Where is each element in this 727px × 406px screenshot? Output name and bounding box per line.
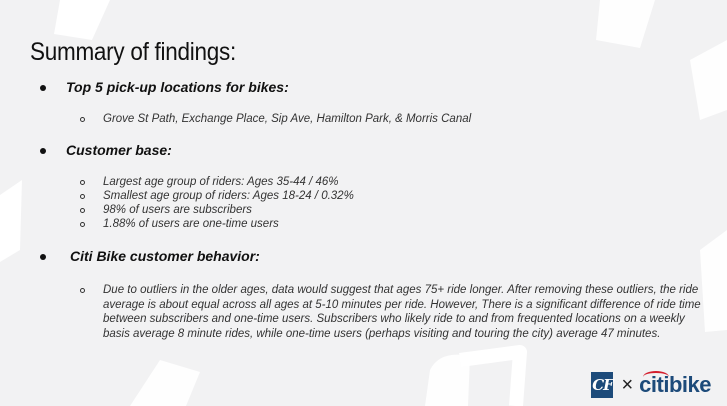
- behavior-paragraph: Due to outliers in the older ages, data …: [103, 284, 701, 340]
- section-heading-behavior: Citi Bike customer behavior:: [70, 248, 260, 264]
- section-heading-customer-base: Customer base:: [66, 142, 172, 158]
- bullet-dot: [40, 254, 46, 260]
- sub-bullet-circle: [80, 117, 85, 122]
- citi-arc-icon: [643, 371, 670, 383]
- bullet-dot: [40, 148, 46, 154]
- list-item: Smallest age group of riders: Ages 18-24…: [103, 190, 354, 202]
- list-item: 1.88% of users are one-time users: [103, 218, 279, 230]
- bike-logo-text: bike: [668, 372, 712, 397]
- section-heading-pickup: Top 5 pick-up locations for bikes:: [66, 79, 289, 95]
- sub-bullet-circle: [80, 208, 85, 213]
- slide-title: Summary of findings:: [30, 38, 236, 66]
- bullet-dot: [40, 85, 46, 91]
- list-item: Grove St Path, Exchange Place, Sip Ave, …: [103, 113, 472, 125]
- sub-bullet-circle: [80, 288, 85, 293]
- sub-bullet-circle: [80, 194, 85, 199]
- footer-logos: CF × citi bike: [591, 371, 712, 398]
- sub-bullet-circle: [80, 180, 85, 185]
- sub-bullet-circle: [80, 222, 85, 227]
- citi-logo-text: citi: [639, 371, 670, 398]
- list-item: 98% of users are subscribers: [103, 204, 252, 216]
- list-item: Largest age group of riders: Ages 35-44 …: [103, 176, 339, 188]
- cf-logo: CF: [591, 372, 614, 398]
- times-separator: ×: [621, 374, 634, 396]
